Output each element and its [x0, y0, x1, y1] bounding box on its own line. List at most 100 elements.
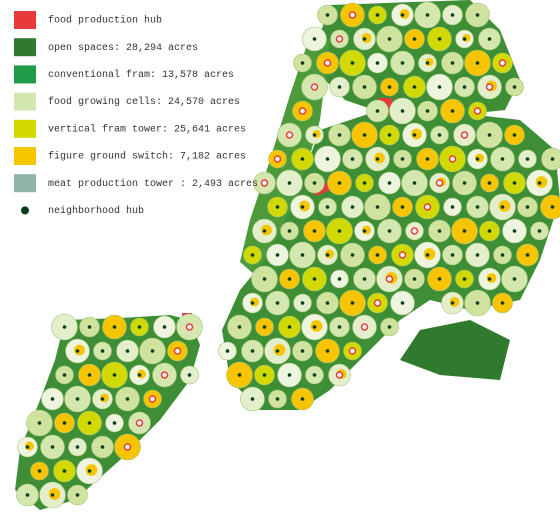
hub-ring — [310, 83, 319, 91]
neighborhood-hub — [550, 205, 555, 209]
hub-ring — [260, 179, 269, 187]
neighborhood-hub — [87, 325, 92, 329]
legend: food production hub open spaces: 28,294 a… — [14, 11, 258, 217]
yellow-wedge — [348, 296, 361, 308]
hub-ring — [398, 251, 407, 259]
legend-swatch — [14, 11, 36, 29]
neighborhood-hub — [375, 205, 380, 209]
hub-ring — [360, 323, 369, 331]
neighborhood-hub — [25, 493, 30, 497]
yellow-wedge — [74, 344, 85, 356]
neighborhood-hub — [450, 205, 455, 209]
neighborhood-hub — [62, 373, 67, 377]
neighborhood-hub — [437, 133, 442, 137]
neighborhood-hub — [462, 85, 467, 89]
neighborhood-hub — [462, 277, 467, 281]
neighborhood-hub — [300, 61, 305, 65]
legend-label: meat production tower : 2,493 acres — [48, 178, 258, 190]
yellow-wedge — [411, 128, 422, 140]
neighborhood-hub — [62, 421, 67, 425]
yellow-wedge — [460, 224, 473, 236]
neighborhood-hub — [250, 301, 255, 305]
neighborhood-hub — [500, 205, 505, 209]
neighborhood-hub — [312, 277, 317, 281]
neighborhood-hub — [325, 13, 330, 17]
neighborhood-hub — [300, 205, 305, 209]
hub-ring — [323, 59, 332, 67]
neighborhood-hub — [475, 61, 480, 65]
neighborhood-hub — [300, 301, 305, 305]
neighborhood-hub — [487, 37, 492, 41]
hub-ring — [435, 179, 444, 187]
hub-ring — [373, 299, 382, 307]
neighborhood-hub — [75, 493, 80, 497]
legend-swatch — [14, 147, 36, 165]
neighborhood-hub — [475, 253, 480, 257]
neighborhood-hub — [412, 277, 417, 281]
legend-label: open spaces: 28,294 acres — [48, 43, 198, 54]
neighborhood-hub — [412, 37, 417, 41]
neighborhood-hub — [87, 373, 92, 377]
neighborhood-hub — [362, 277, 367, 281]
neighborhood-hub — [100, 445, 105, 449]
neighborhood-hub — [512, 229, 517, 233]
hub-ring — [298, 107, 307, 115]
neighborhood-hub — [425, 109, 430, 113]
yellow-wedge — [111, 320, 122, 332]
neighborhood-hub — [462, 181, 467, 185]
neighborhood-hub — [312, 181, 317, 185]
neighborhood-hub — [262, 373, 267, 377]
neighborhood-hub — [300, 397, 305, 401]
neighborhood-hub — [462, 37, 467, 41]
yellow-wedge — [374, 152, 385, 164]
hub-ring — [335, 35, 344, 43]
legend-swatch — [14, 119, 36, 138]
legend-swatch — [14, 92, 36, 111]
neighborhood-hub — [275, 397, 280, 401]
neighborhood-hub — [400, 13, 405, 17]
neighborhood-hub — [537, 181, 542, 185]
legend-label: figure ground switch: 7,182 acres — [48, 151, 246, 163]
neighborhood-hub — [325, 205, 330, 209]
neighborhood-hub — [162, 325, 167, 329]
cells — [16, 1, 560, 509]
neighborhood-hub — [375, 61, 380, 65]
legend-label: food production hub — [48, 15, 162, 27]
neighborhood-hub — [125, 349, 130, 353]
neighborhood-hub — [275, 349, 280, 353]
neighborhood-hub — [512, 85, 517, 89]
neighborhood-hub — [362, 229, 367, 233]
neighborhood-hub — [387, 133, 392, 137]
neighborhood-hub — [512, 181, 517, 185]
neighborhood-hub — [375, 157, 380, 161]
neighborhood-hub — [550, 157, 555, 161]
legend-label: vertical fram tower: 25,641 acres — [48, 123, 246, 135]
neighborhood-hub — [262, 229, 267, 233]
neighborhood-hub — [75, 397, 80, 401]
neighborhood-hub — [337, 85, 342, 89]
hub-ring — [498, 59, 507, 67]
legend-dot — [21, 206, 29, 215]
neighborhood-hub — [262, 325, 267, 329]
neighborhood-hub — [450, 13, 455, 17]
neighborhood-hub — [325, 349, 330, 353]
hub-ring — [460, 131, 469, 139]
neighborhood-hub — [337, 277, 342, 281]
neighborhood-hub — [325, 301, 330, 305]
neighborhood-hub — [50, 397, 55, 401]
neighborhood-hub — [425, 61, 430, 65]
neighborhood-hub — [87, 421, 92, 425]
hub-ring — [148, 395, 157, 403]
neighborhood-hub — [387, 181, 392, 185]
yellow-wedge — [535, 176, 548, 188]
neighborhood-hub — [312, 325, 317, 329]
neighborhood-hub — [412, 133, 417, 137]
neighborhood-hub — [500, 301, 505, 305]
yellow-wedge — [423, 248, 436, 260]
neighborhood-hub — [537, 229, 542, 233]
neighborhood-hub — [487, 181, 492, 185]
hub-ring — [348, 347, 357, 355]
neighborhood-hub — [25, 445, 30, 449]
neighborhood-hub — [287, 181, 292, 185]
